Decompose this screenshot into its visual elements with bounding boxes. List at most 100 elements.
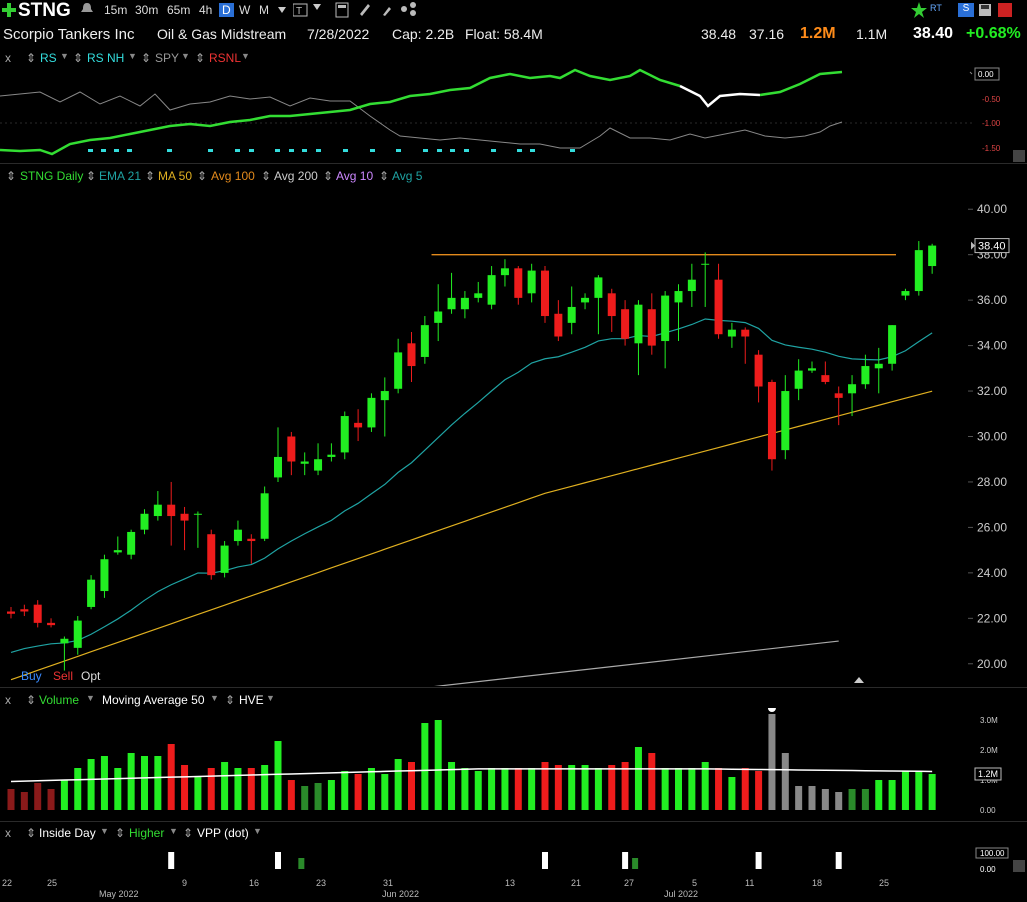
ma50-label[interactable]: MA 50 xyxy=(158,169,193,183)
candle-body xyxy=(340,416,349,453)
chevron-down-icon[interactable]: ⇕ xyxy=(115,826,126,840)
volume-chart: 3.0M2.0M1.0M0.001.2M xyxy=(7,708,1002,815)
interval-15m[interactable]: 15m xyxy=(104,3,128,17)
chevron-down-icon[interactable]: ⇕ xyxy=(183,826,194,840)
candle-body xyxy=(767,381,776,460)
chevron-down-icon[interactable]: ⇕ xyxy=(197,169,208,183)
collapse-arrow-icon[interactable] xyxy=(854,676,864,684)
chevron-down-icon[interactable]: ▼ xyxy=(210,693,219,703)
candle xyxy=(260,486,269,542)
candle-body xyxy=(140,513,149,530)
percent-change: +0.68% xyxy=(966,25,1021,42)
candle xyxy=(701,252,710,307)
chevron-down-icon[interactable]: ▼ xyxy=(253,826,262,836)
candle-body xyxy=(193,513,202,515)
chevron-down-icon[interactable]: ▼ xyxy=(181,51,190,61)
price-series-label[interactable]: STNG Daily xyxy=(20,169,84,183)
star-icon[interactable] xyxy=(911,2,927,18)
x-tick-label: 5 xyxy=(692,878,698,888)
avg10-label[interactable]: Avg 10 xyxy=(336,169,374,183)
candle-body xyxy=(754,354,763,387)
eyedropper-icon[interactable] xyxy=(380,2,394,16)
plus-icon[interactable] xyxy=(2,3,16,17)
info-bar: Scorpio Tankers Inc Oil & Gas Midstream … xyxy=(0,22,1027,46)
avg-volume: 1.1M xyxy=(856,26,888,42)
chevron-down-icon[interactable]: ▼ xyxy=(169,826,178,836)
chevron-down-icon[interactable]: ▼ xyxy=(60,51,69,61)
volume-bar xyxy=(261,765,269,810)
higher-label[interactable]: Higher xyxy=(129,826,165,840)
chevron-down-icon[interactable] xyxy=(313,4,321,10)
chevron-down-icon[interactable]: ▼ xyxy=(241,51,250,61)
ema21-label[interactable]: EMA 21 xyxy=(99,169,142,183)
chevron-down-icon[interactable]: ⇕ xyxy=(73,51,84,65)
panel-close[interactable]: x xyxy=(5,51,11,65)
candle xyxy=(20,604,29,617)
bell-icon[interactable] xyxy=(80,2,94,14)
volume-ma-label[interactable]: Moving Average 50 xyxy=(102,693,205,707)
inside-day-label[interactable]: Inside Day xyxy=(39,826,96,840)
chevron-down-icon[interactable]: ⇕ xyxy=(323,169,334,183)
chevron-down-icon[interactable]: ⇕ xyxy=(141,51,152,65)
candle-body xyxy=(794,370,803,389)
save-icon[interactable] xyxy=(978,3,992,17)
interval-m[interactable]: M xyxy=(259,3,269,17)
avg100-label[interactable]: Avg 100 xyxy=(211,169,255,183)
volume-bar xyxy=(327,780,335,810)
spy-label[interactable]: SPY xyxy=(155,51,180,65)
volume-bar xyxy=(795,786,803,810)
calculator-icon[interactable] xyxy=(335,2,349,18)
chevron-down-icon[interactable]: ⇕ xyxy=(145,169,156,183)
sell-button[interactable]: Sell xyxy=(53,669,74,683)
candle-body xyxy=(527,270,536,294)
candle xyxy=(500,259,509,287)
chevron-down-icon[interactable]: ⇕ xyxy=(26,693,37,707)
rsnl-label[interactable]: RSNL xyxy=(209,51,242,65)
chevron-down-icon[interactable]: ⇕ xyxy=(86,169,97,183)
avg200-label[interactable]: Avg 200 xyxy=(274,169,318,183)
panel-close[interactable]: x xyxy=(5,693,11,707)
volume-bar xyxy=(341,771,349,810)
chevron-down-icon[interactable]: ▼ xyxy=(128,51,137,61)
close-icon[interactable] xyxy=(998,3,1012,17)
panel-close[interactable]: x xyxy=(5,826,11,840)
interval-4h[interactable]: 4h xyxy=(199,3,213,17)
inside-day-marker xyxy=(542,852,548,869)
candle-body xyxy=(834,393,843,398)
chevron-down-icon[interactable]: ⇕ xyxy=(195,51,206,65)
volume-bar xyxy=(835,792,843,810)
buy-button[interactable]: Buy xyxy=(21,669,42,683)
text-tool-icon[interactable]: T xyxy=(293,3,309,17)
chevron-down-icon[interactable]: ⇕ xyxy=(379,169,390,183)
chevron-down-icon[interactable]: ⇕ xyxy=(26,826,37,840)
interval-65m[interactable]: 65m xyxy=(167,3,191,17)
chevron-down-icon[interactable]: ⇕ xyxy=(26,51,37,65)
chevron-down-icon[interactable] xyxy=(278,7,286,13)
y-tick-label: 26.00 xyxy=(977,520,1007,534)
volume-label[interactable]: Volume xyxy=(39,693,80,707)
option-button[interactable]: Opt xyxy=(81,669,101,683)
pencil-icon[interactable] xyxy=(358,2,372,16)
chevron-down-icon[interactable]: ▼ xyxy=(100,826,109,836)
y-tick-label: 32.00 xyxy=(977,384,1007,398)
interval-w[interactable]: W xyxy=(239,3,251,17)
chevron-down-icon[interactable]: ▼ xyxy=(86,693,95,703)
interval-30m[interactable]: 30m xyxy=(135,3,159,17)
share-icon[interactable] xyxy=(400,2,418,16)
chevron-down-icon[interactable]: ⇕ xyxy=(261,169,272,183)
rs-nh-label[interactable]: RS NH xyxy=(87,51,125,65)
candle-body xyxy=(233,529,242,542)
rs-label[interactable]: RS xyxy=(40,51,57,65)
chevron-down-icon[interactable]: ⇕ xyxy=(6,169,17,183)
chevron-down-icon[interactable]: ▼ xyxy=(266,693,275,703)
volume-bar xyxy=(154,756,162,810)
avg5-label[interactable]: Avg 5 xyxy=(392,169,423,183)
s-badge[interactable]: S xyxy=(958,3,974,17)
hve-label[interactable]: HVE xyxy=(239,693,264,707)
rs-scale-3: -1.50 xyxy=(982,144,1001,153)
vpp-label[interactable]: VPP (dot) xyxy=(197,826,249,840)
symbol[interactable]: STNG xyxy=(18,0,71,21)
chevron-down-icon[interactable]: ⇕ xyxy=(225,693,236,707)
spy-line xyxy=(0,91,843,149)
interval-d[interactable]: D xyxy=(219,3,234,17)
